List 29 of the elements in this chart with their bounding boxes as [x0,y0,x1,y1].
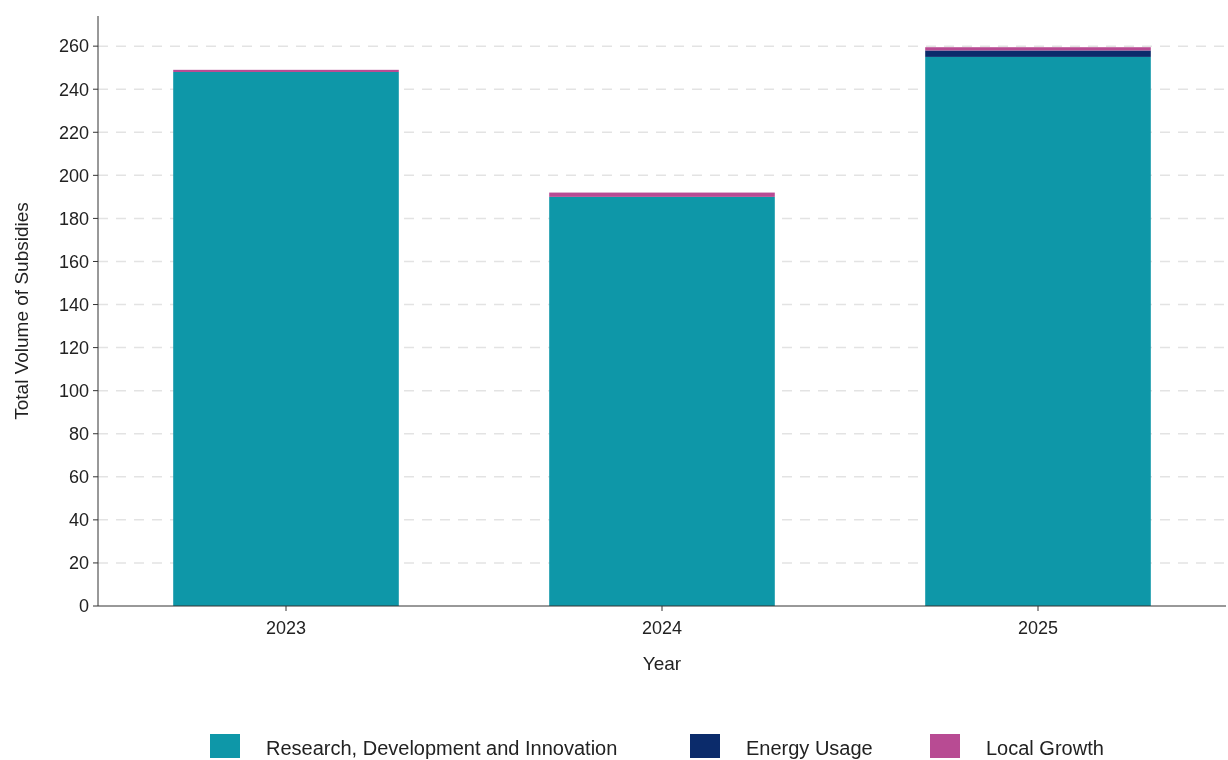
x-axis-title: Year [642,653,682,674]
y-axis-title: Total Volume of Subsidies [11,202,32,420]
bar [925,50,1151,57]
y-tick-label: 80 [68,424,89,445]
y-tick-label: 40 [68,510,89,531]
y-tick-label: 120 [58,337,89,358]
bar [925,47,1151,51]
y-tick-label: 140 [58,294,89,315]
y-tick-label: 100 [58,380,89,401]
x-tick-label: 2025 [1017,618,1059,638]
legend-label: Research, Development and Innovation [266,737,618,759]
bar [173,71,399,606]
y-tick-label: 160 [58,251,89,272]
legend-label: Local Growth [986,737,1104,759]
bar [925,56,1151,606]
bar [549,192,775,197]
x-tick-label: 2024 [641,618,683,638]
y-tick-label: 260 [58,36,89,57]
y-tick-label: 200 [58,165,89,186]
y-tick-label: 0 [78,596,89,617]
legend-label: Energy Usage [746,737,873,759]
y-tick-label: 60 [68,467,89,488]
bar [173,69,399,72]
y-tick-label: 220 [58,122,89,143]
x-tick-label: 2023 [265,618,307,638]
y-tick-label: 180 [58,208,89,229]
y-tick-label: 20 [68,553,89,574]
bar [549,196,775,606]
y-tick-label: 240 [58,79,89,100]
